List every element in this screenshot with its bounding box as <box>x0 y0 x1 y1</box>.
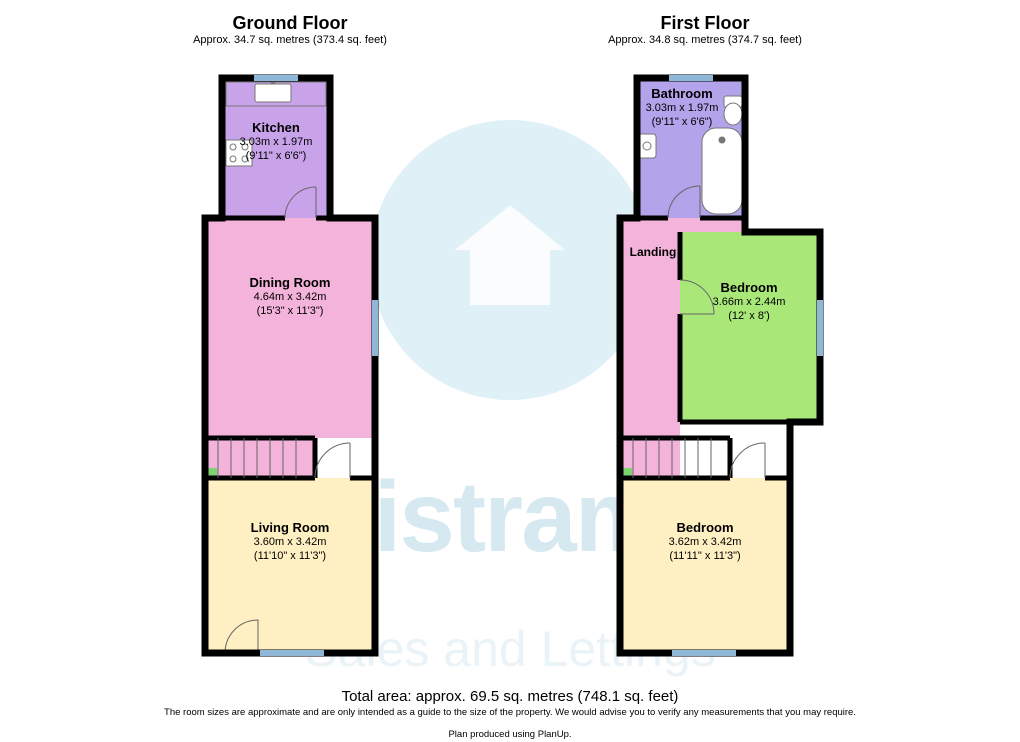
bed2-label: Bedroom 3.62m x 3.42m (11'11" x 11'3") <box>630 520 780 564</box>
dining-fill <box>205 218 375 438</box>
dining-label: Dining Room 4.64m x 3.42m (15'3" x 11'3"… <box>215 275 365 319</box>
bed2-fill <box>620 478 790 653</box>
floorplan-svg <box>0 0 1020 742</box>
landing-label: Landing <box>618 245 688 260</box>
living-label: Living Room 3.60m x 3.42m (11'10" x 11'3… <box>215 520 365 564</box>
floorplan-canvas: Ground Floor Approx. 34.7 sq. metres (37… <box>0 0 1020 742</box>
footer-disclaimer: The room sizes are approximate and are o… <box>0 707 1020 718</box>
ground-stair-area <box>205 438 315 478</box>
footer-total: Total area: approx. 69.5 sq. metres (748… <box>0 688 1020 705</box>
bed1-fill <box>680 232 820 422</box>
bed1-label: Bedroom 3.66m x 2.44m (12' x 8') <box>684 280 814 324</box>
living-fill <box>205 478 375 653</box>
kitchen-label: Kitchen 3.03m x 1.97m (9'11" x 6'6") <box>226 120 326 164</box>
bathroom-label: Bathroom 3.03m x 1.97m (9'11" x 6'6") <box>622 86 742 130</box>
footer-credit: Plan produced using PlanUp. <box>0 729 1020 740</box>
